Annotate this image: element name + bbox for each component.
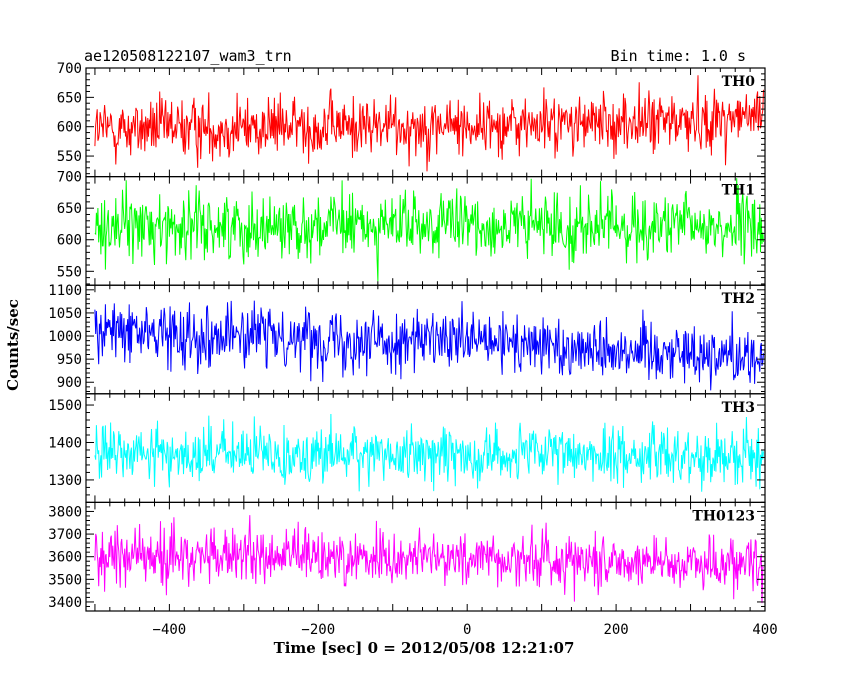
panels: 550 600 650 700 TH0 550 600 650 700 TH1 900 950 1000… bbox=[48, 61, 766, 612]
x-tick-label: −200 bbox=[301, 622, 335, 638]
panel-label-th0123: TH0123 bbox=[692, 508, 755, 524]
x-tick-label: 400 bbox=[752, 622, 777, 638]
panel-th1: 550 600 650 700 TH1 bbox=[57, 170, 766, 286]
series-line-th1 bbox=[94, 178, 764, 282]
panel-label-th1: TH1 bbox=[722, 183, 755, 199]
y-tick-label: 550 bbox=[57, 264, 82, 280]
x-tick-label: −400 bbox=[153, 622, 187, 638]
x-tick-label: 0 bbox=[463, 622, 471, 638]
y-tick-label: 3800 bbox=[48, 504, 82, 520]
x-axis: −400 −200 0 200 400 bbox=[153, 622, 778, 638]
y-tick-label: 600 bbox=[57, 120, 82, 136]
series-line-th0 bbox=[94, 75, 764, 172]
y-tick-label: 3400 bbox=[48, 595, 82, 611]
y-axis-title: Counts/sec bbox=[4, 299, 22, 391]
y-tick-label: 1050 bbox=[48, 306, 82, 322]
panel-label-th0: TH0 bbox=[722, 74, 756, 90]
y-tick-label: 700 bbox=[57, 170, 82, 186]
y-tick-label: 550 bbox=[57, 149, 82, 165]
panel-th0: 550 600 650 700 TH0 bbox=[57, 61, 766, 178]
bin-time-label: Bin time: 1.0 s bbox=[611, 47, 746, 65]
y-tick-label: 1000 bbox=[48, 329, 82, 345]
y-tick-label: 3600 bbox=[48, 550, 82, 566]
y-tick-label: 3500 bbox=[48, 572, 82, 588]
x-tick-label: 200 bbox=[603, 622, 628, 638]
y-tick-label: 900 bbox=[57, 375, 82, 391]
y-tick-label: 3700 bbox=[48, 527, 82, 543]
y-tick-label: 700 bbox=[57, 61, 82, 77]
series-line-th2 bbox=[94, 300, 764, 391]
series-line-th0123 bbox=[94, 515, 764, 604]
chart-title: ae120508122107_wam3_trn bbox=[84, 47, 292, 65]
y-tick-label: 650 bbox=[57, 201, 82, 217]
panel-th2: 900 950 1000 1050 1100 TH2 bbox=[48, 283, 766, 395]
y-tick-label: 650 bbox=[57, 90, 82, 106]
panel-th0123: 3400 3500 3600 3700 3800 TH0123 bbox=[48, 501, 766, 612]
y-tick-label: 600 bbox=[57, 233, 82, 249]
y-tick-label: 1500 bbox=[48, 398, 82, 414]
x-axis-title: Time [sec] 0 = 2012/05/08 12:21:07 bbox=[274, 639, 575, 657]
y-tick-label: 950 bbox=[57, 352, 82, 368]
y-tick-label: 1400 bbox=[48, 435, 82, 451]
y-tick-label: 1100 bbox=[48, 283, 82, 299]
panel-label-th2: TH2 bbox=[722, 291, 755, 307]
panel-label-th3: TH3 bbox=[722, 400, 755, 416]
series-line-th3 bbox=[94, 413, 764, 492]
y-tick-label: 1300 bbox=[48, 473, 82, 489]
panel-th3: 1300 1400 1500 TH3 bbox=[48, 393, 766, 503]
